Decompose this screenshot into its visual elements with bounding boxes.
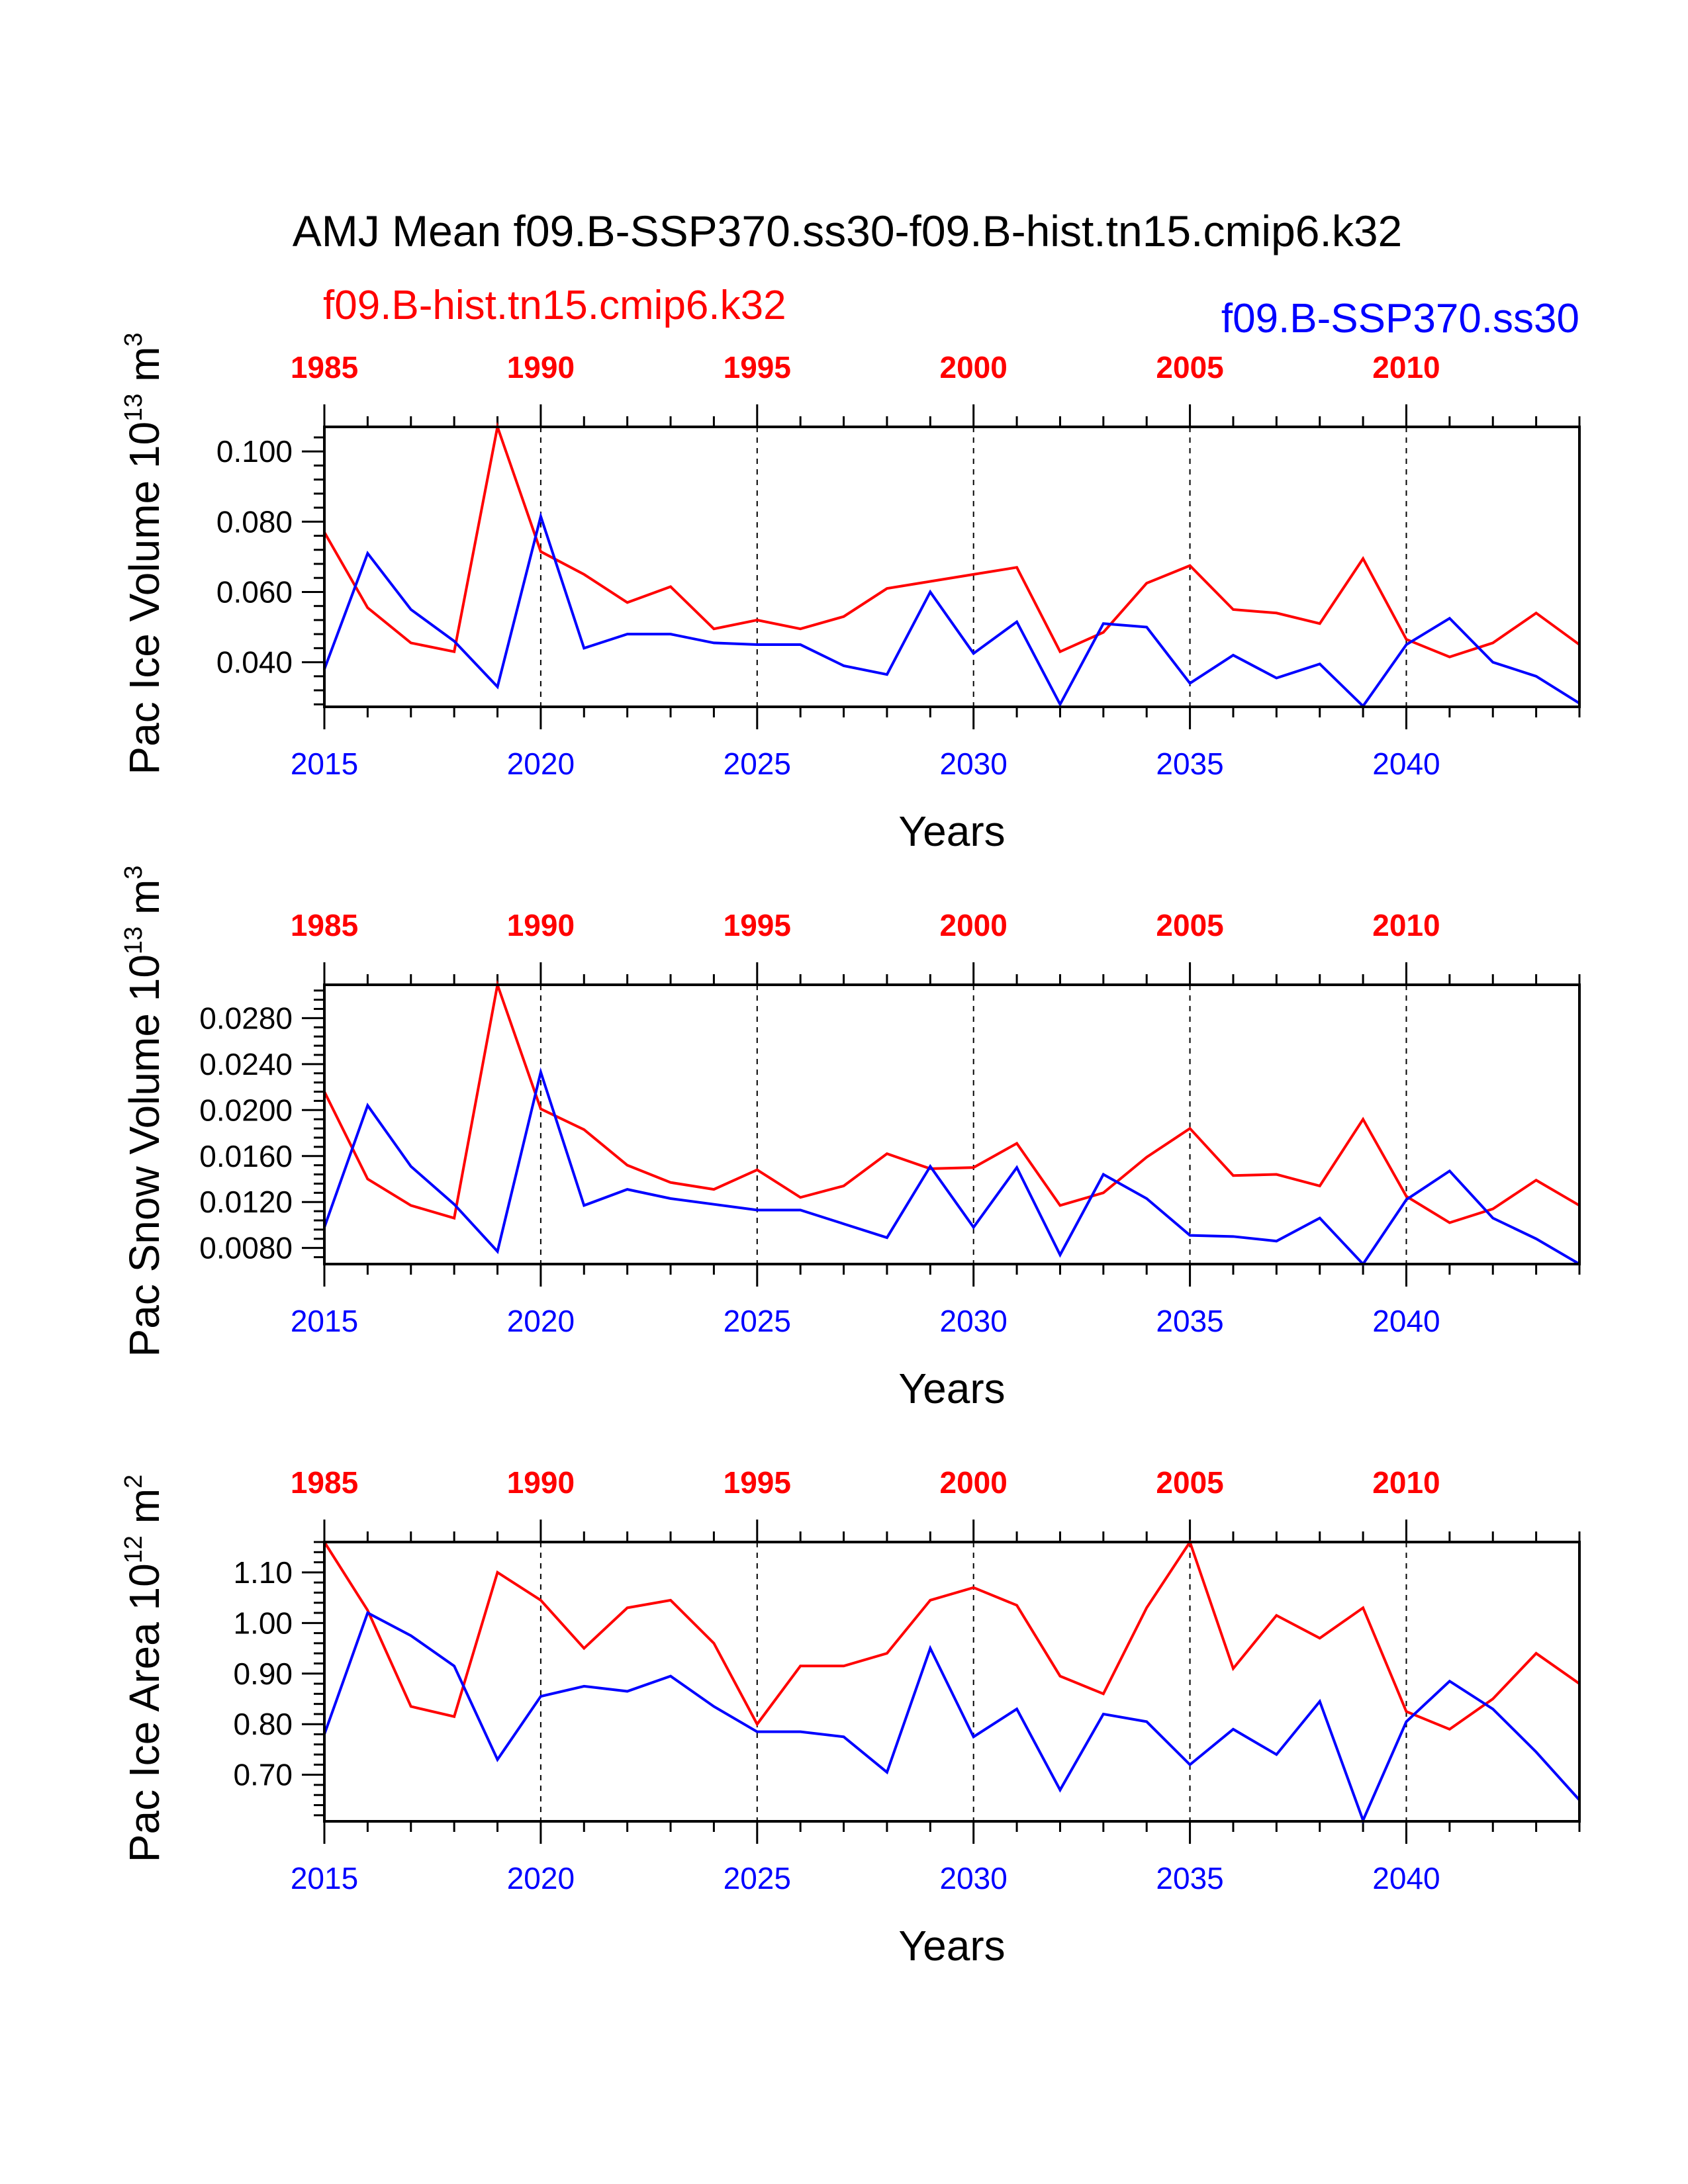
x-top-tick-label: 1990: [507, 908, 575, 942]
panel-1: 2015 2020 2025 2030 2035 2040 1985 1990 1995 2000…: [120, 332, 1581, 855]
y-tick-label: 0.0160: [199, 1139, 293, 1173]
x-axis-title: Years: [898, 1365, 1005, 1412]
y-tick-label: 0.0200: [199, 1093, 293, 1127]
x-bottom-tick-label: 2015: [291, 1304, 358, 1338]
panels: 2015 2020 2025 2030 2035 2040 1985 1990 1995 2000…: [120, 332, 1581, 1970]
y-tick-label: 0.040: [216, 645, 293, 680]
x-top-tick-label: 2000: [940, 908, 1008, 942]
series-hist-line: [323, 422, 1581, 659]
plot-frame: [323, 983, 1581, 1265]
series-hist-line: [323, 979, 1581, 1224]
y-axis-title: Pac Snow Volume 1013 m3: [120, 866, 168, 1357]
y-tick-label: 0.80: [233, 1707, 293, 1741]
series-ssp-line: [323, 1611, 1581, 1824]
plot-frame: [323, 1541, 1581, 1823]
x-bottom-tick-label: 2020: [507, 747, 575, 781]
x-bottom-tick-label: 2030: [940, 1861, 1008, 1895]
x-top-tick-label: 1985: [291, 1465, 358, 1500]
x-bottom-tick-label: 2040: [1372, 1304, 1440, 1338]
chart-title: AMJ Mean f09.B-SSP370.ss30-f09.B-hist.tn…: [293, 206, 1403, 255]
x-bottom-tick-label: 2025: [724, 1861, 791, 1895]
x-bottom-tick-label: 2025: [724, 747, 791, 781]
y-tick-label: 0.0080: [199, 1231, 293, 1265]
legend-hist-label: f09.B-hist.tn15.cmip6.k32: [323, 283, 786, 328]
x-top-tick-label: 1985: [291, 908, 358, 942]
x-top-tick-label: 2010: [1372, 908, 1440, 942]
y-axis-title: Pac Ice Volume 1013 m3: [120, 332, 168, 774]
y-tick-label: 0.060: [216, 574, 293, 609]
x-top-tick-label: 2010: [1372, 350, 1440, 385]
x-top-tick-label: 1995: [724, 350, 791, 385]
x-bottom-tick-label: 2030: [940, 747, 1008, 781]
x-bottom-tick-label: 2015: [291, 1861, 358, 1895]
x-bottom-tick-label: 2035: [1156, 747, 1223, 781]
panel-2: 2015 2020 2025 2030 2035 2040 1985 1990 1995 2000…: [120, 866, 1581, 1412]
y-tick-label: 1.00: [233, 1606, 293, 1640]
x-top-tick-label: 1995: [724, 908, 791, 942]
x-top-tick-label: 1995: [724, 1465, 791, 1500]
x-top-tick-label: 2010: [1372, 1465, 1440, 1500]
x-bottom-tick-label: 2035: [1156, 1861, 1223, 1895]
x-top-tick-label: 1990: [507, 1465, 575, 1500]
x-bottom-tick-label: 2020: [507, 1304, 575, 1338]
y-tick-label: 0.90: [233, 1657, 293, 1691]
series-ssp-line: [323, 512, 1581, 709]
y-tick-label: 0.70: [233, 1758, 293, 1792]
legend-ssp-label: f09.B-SSP370.ss30: [1221, 296, 1579, 341]
x-top-tick-label: 1990: [507, 350, 575, 385]
series-hist-line: [323, 1539, 1581, 1731]
x-bottom-tick-label: 2015: [291, 747, 358, 781]
panel-3: 2015 2020 2025 2030 2035 2040 1985 1990 1995 2000…: [120, 1465, 1581, 1970]
x-top-tick-label: 2005: [1156, 350, 1223, 385]
y-tick-label: 0.0120: [199, 1185, 293, 1219]
x-bottom-tick-label: 2030: [940, 1304, 1008, 1338]
y-tick-label: 0.100: [216, 434, 293, 469]
x-bottom-tick-label: 2040: [1372, 1861, 1440, 1895]
x-top-tick-label: 1985: [291, 350, 358, 385]
x-axis-title: Years: [898, 807, 1005, 855]
y-tick-label: 0.0240: [199, 1047, 293, 1081]
x-top-tick-label: 2000: [940, 350, 1008, 385]
x-top-tick-label: 2005: [1156, 1465, 1223, 1500]
y-tick-label: 1.10: [233, 1555, 293, 1590]
x-top-tick-label: 2005: [1156, 908, 1223, 942]
x-bottom-tick-label: 2020: [507, 1861, 575, 1895]
x-axis-title: Years: [898, 1922, 1005, 1970]
x-bottom-tick-label: 2040: [1372, 747, 1440, 781]
plot-frame: [323, 426, 1581, 708]
y-tick-label: 0.080: [216, 504, 293, 539]
x-bottom-tick-label: 2035: [1156, 1304, 1223, 1338]
x-bottom-tick-label: 2025: [724, 1304, 791, 1338]
y-axis-title: Pac Ice Area 1012 m2: [120, 1475, 168, 1862]
x-top-tick-label: 2000: [940, 1465, 1008, 1500]
series-ssp-line: [323, 1067, 1581, 1267]
y-tick-label: 0.0280: [199, 1001, 293, 1035]
